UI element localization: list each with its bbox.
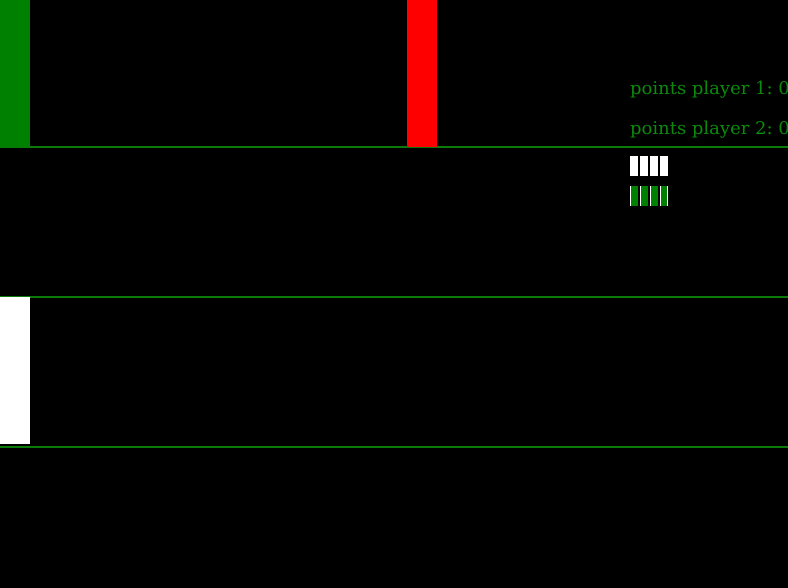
player2-lives <box>630 186 670 206</box>
player2-life-pip <box>650 186 658 206</box>
player1-life-pip <box>630 156 638 176</box>
player2-life-pip <box>630 186 638 206</box>
player2-score: points player 2: 0 <box>630 118 788 139</box>
player1-life-pip <box>640 156 648 176</box>
player2-life-pip <box>660 186 668 206</box>
lane-divider-2 <box>0 296 788 298</box>
player2-block <box>0 297 30 444</box>
player1-score: points player 1: 0 <box>630 78 788 99</box>
player1-lives <box>630 156 670 176</box>
obstacle-block <box>407 0 437 147</box>
player1-life-pip <box>660 156 668 176</box>
lane-divider-3 <box>0 446 788 448</box>
player1-block <box>0 0 30 147</box>
player2-life-pip <box>640 186 648 206</box>
lane-divider-1 <box>0 146 788 148</box>
player1-life-pip <box>650 156 658 176</box>
